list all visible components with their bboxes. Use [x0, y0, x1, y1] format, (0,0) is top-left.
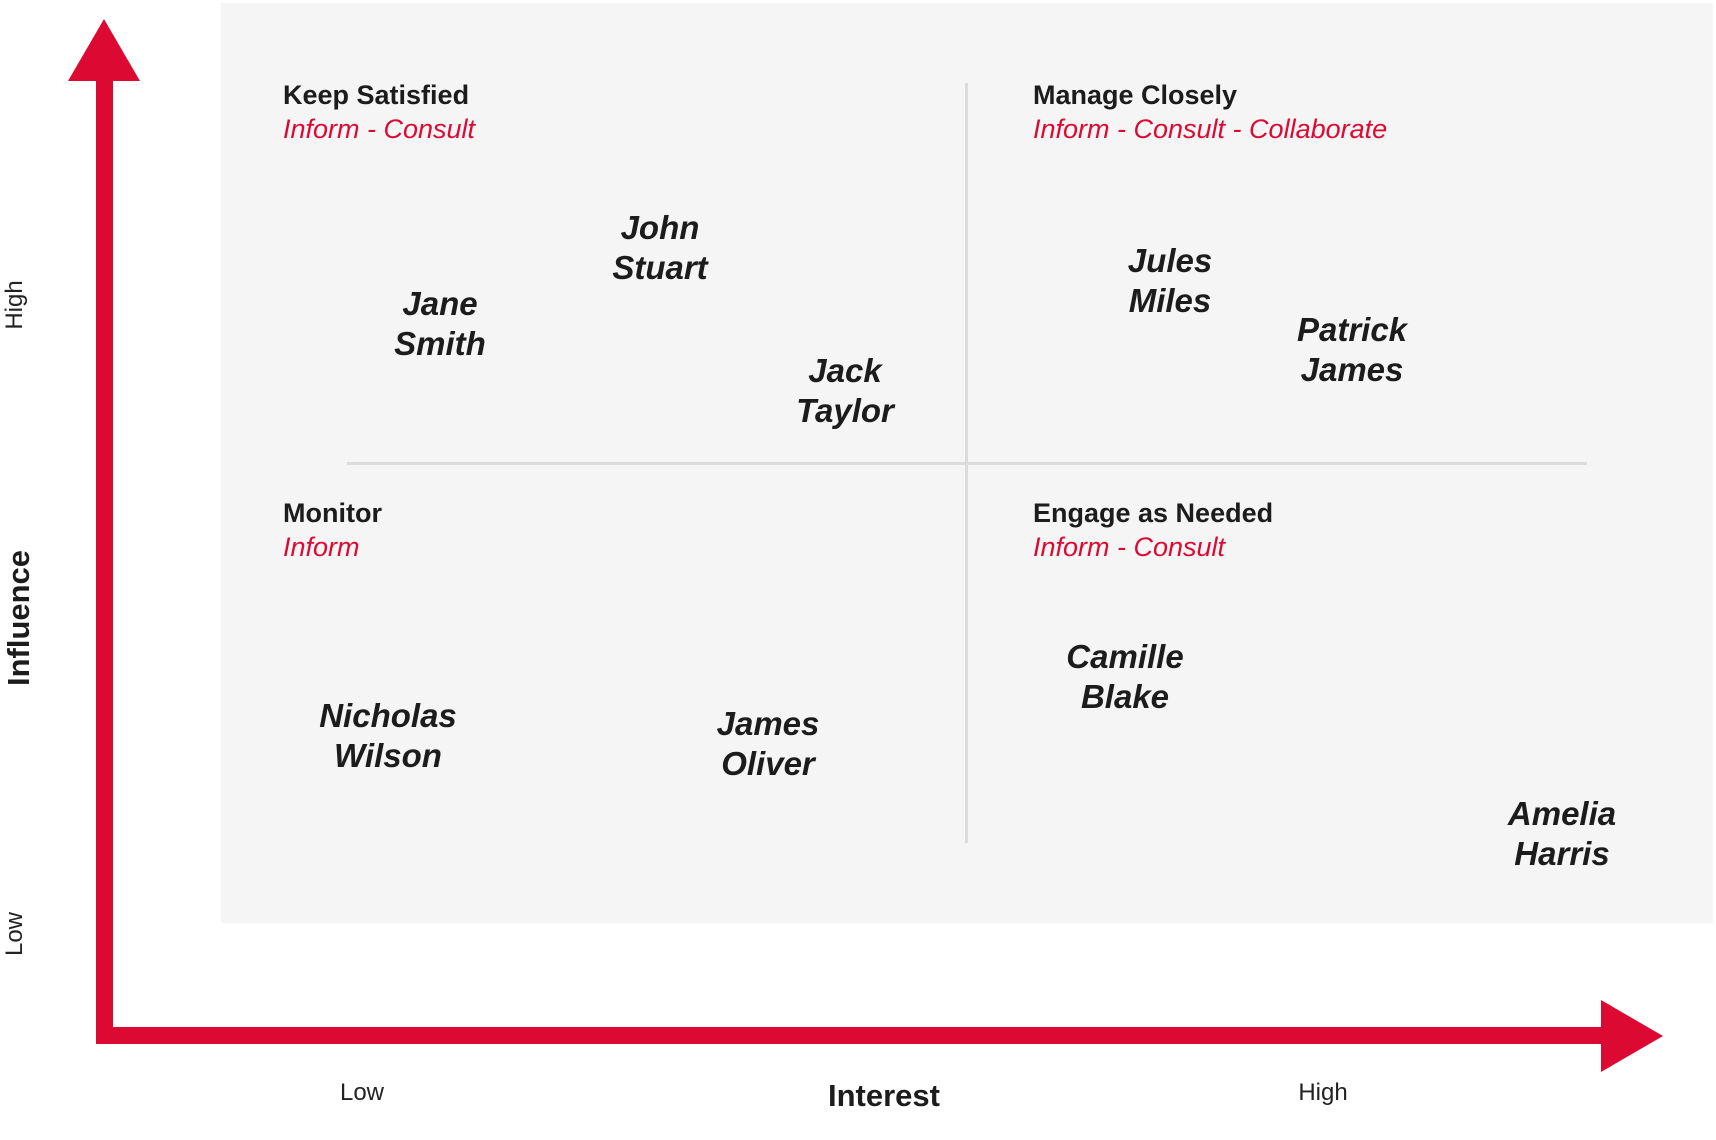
first-name: Jules — [1127, 242, 1213, 279]
quadrant-title: Engage as Needed — [1033, 498, 1274, 528]
first-name: Camille — [1066, 638, 1184, 675]
last-name: Oliver — [721, 745, 815, 782]
first-name: James — [716, 705, 820, 742]
quadrant-engage-as-needed: Engage as Needed Inform - Consult — [1033, 496, 1273, 564]
stakeholder-james-oliver: James Oliver — [717, 704, 820, 784]
quadrant-subtitle: Inform - Consult - Collaborate — [1033, 114, 1388, 144]
stakeholder-john-stuart: John Stuart — [612, 208, 707, 288]
last-name: Wilson — [334, 737, 442, 774]
y-axis-line — [96, 78, 113, 1044]
arrow-up-icon — [68, 19, 140, 81]
first-name: John — [620, 209, 700, 246]
first-name: Jack — [808, 352, 882, 389]
stakeholder-jane-smith: Jane Smith — [394, 284, 486, 364]
x-axis-title: Interest — [828, 1078, 940, 1113]
stakeholder-patrick-james: Patrick James — [1297, 310, 1407, 390]
quadrant-title: Keep Satisfied — [283, 80, 470, 110]
y-axis-high-label: High — [1, 280, 28, 330]
last-name: Taylor — [796, 392, 894, 429]
y-axis-title: Influence — [1, 549, 36, 687]
stakeholder-jules-miles: Jules Miles — [1128, 241, 1212, 321]
last-name: Blake — [1080, 678, 1170, 715]
horizontal-divider — [347, 462, 1587, 465]
arrow-right-icon — [1601, 1000, 1663, 1072]
last-name: Harris — [1514, 835, 1610, 872]
quadrant-title: Monitor — [283, 498, 382, 528]
quadrant-keep-satisfied: Keep Satisfied Inform - Consult — [283, 78, 475, 146]
stakeholder-amelia-harris: Amelia Harris — [1508, 794, 1616, 874]
quadrant-subtitle: Inform — [283, 532, 360, 562]
quadrant-title: Manage Closely — [1033, 80, 1238, 110]
stakeholder-jack-taylor: Jack Taylor — [796, 351, 894, 431]
first-name: Jane — [402, 285, 478, 322]
last-name: Miles — [1128, 282, 1212, 319]
y-axis-low-label: Low — [1, 911, 28, 957]
quadrant-subtitle: Inform - Consult — [1033, 532, 1226, 562]
quadrant-subtitle: Inform - Consult — [283, 114, 476, 144]
x-axis-low-label: Low — [339, 1079, 385, 1106]
quadrant-manage-closely: Manage Closely Inform - Consult - Collab… — [1033, 78, 1387, 146]
first-name: Amelia — [1507, 795, 1617, 832]
first-name: Nicholas — [319, 697, 457, 734]
quadrant-monitor: Monitor Inform — [283, 496, 382, 564]
x-axis-line — [96, 1027, 1603, 1044]
stakeholder-nicholas-wilson: Nicholas Wilson — [319, 696, 457, 776]
x-axis-high-label: High — [1298, 1079, 1348, 1106]
stakeholder-camille-blake: Camille Blake — [1066, 637, 1183, 717]
last-name: Stuart — [612, 249, 708, 286]
first-name: Patrick — [1296, 311, 1408, 348]
last-name: James — [1300, 351, 1404, 388]
last-name: Smith — [394, 325, 486, 362]
